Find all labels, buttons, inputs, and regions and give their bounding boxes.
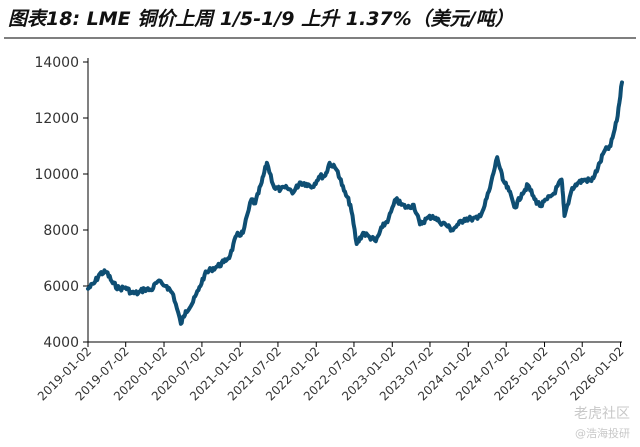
title-divider <box>4 37 636 39</box>
series-layer <box>86 80 624 326</box>
chart-title: 图表18: LME 铜价上周 1/5-1/9 上升 1.37%（美元/吨） <box>8 8 514 30</box>
y-tick-label: 12000 <box>34 111 79 127</box>
watermark-community: 老虎社区 <box>574 406 630 422</box>
copper-price-line <box>86 80 624 326</box>
y-tick-label: 4000 <box>43 335 79 351</box>
line-chart: 4000 6000 8000 10000 12000 14000 2019-01-0220… <box>34 55 627 403</box>
y-tick-label: 14000 <box>34 55 79 71</box>
watermark-author: @浩海投研 <box>575 427 630 440</box>
y-tick-label: 8000 <box>43 223 79 239</box>
y-axis-ticks: 4000 6000 8000 10000 12000 14000 <box>34 55 88 351</box>
x-axis-ticks: 2019-01-022019-07-022020-01-022020-07-02… <box>35 342 627 403</box>
y-tick-label: 6000 <box>43 279 79 295</box>
y-tick-label: 10000 <box>34 167 79 183</box>
